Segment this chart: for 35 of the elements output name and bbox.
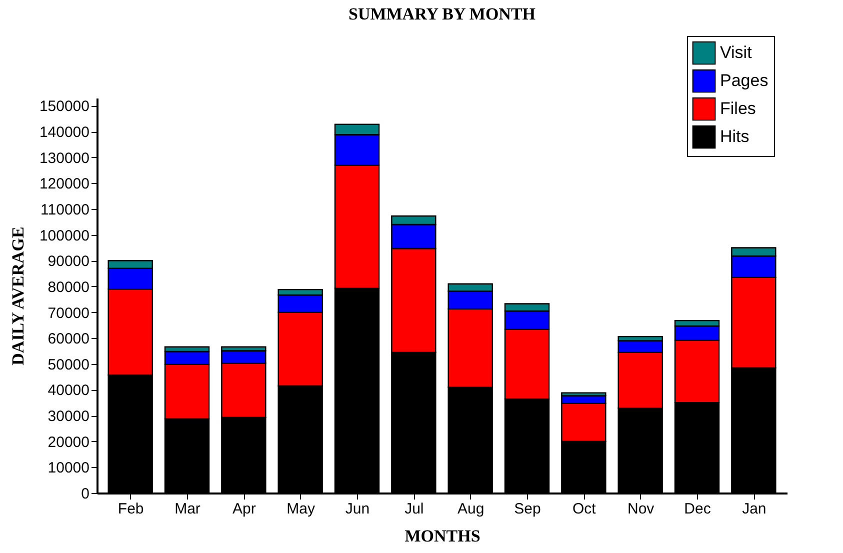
legend-label: Files [720, 99, 756, 118]
y-tick-label: 100000 [39, 227, 90, 244]
y-tick-label: 130000 [39, 150, 90, 167]
y-tick-label: 70000 [48, 304, 90, 322]
y-tick-label: 110000 [40, 202, 90, 219]
x-tick-label: Jan [742, 500, 766, 518]
legend-label: Pages [720, 71, 768, 90]
x-tick-label: Oct [572, 500, 597, 518]
y-tick-label: 20000 [48, 434, 90, 451]
y-tick-label: 120000 [39, 176, 90, 193]
x-tick-label: Dec [684, 500, 712, 518]
legend-label: Hits [720, 127, 750, 146]
y-tick-label: 90000 [48, 253, 90, 270]
x-tick-label: Aug [457, 500, 484, 518]
y-tick-label: 0 [81, 486, 90, 502]
y-axis-title: DAILY AVERAGE [8, 226, 28, 366]
x-tick-label: Sep [514, 500, 541, 518]
legend-label: Visit [720, 43, 752, 62]
x-axis-title: MONTHS [404, 526, 480, 546]
x-tick-label: Nov [627, 500, 655, 518]
chart-title: SUMMARY BY MONTH [348, 4, 536, 24]
x-tick-label: May [286, 500, 316, 518]
y-tick-label: 10000 [48, 460, 90, 477]
x-tick-label: Apr [232, 500, 256, 518]
x-tick-label: Mar [174, 500, 200, 518]
y-tick-label: 40000 [48, 382, 90, 400]
x-tick-label: Jul [404, 500, 424, 518]
y-tick-label: 50000 [48, 356, 90, 374]
y-tick-label: 150000 [39, 98, 90, 116]
y-tick-label: 80000 [48, 278, 90, 296]
y-tick-label: 140000 [39, 124, 90, 142]
y-tick-label: 60000 [48, 330, 90, 348]
y-tick-label: 30000 [48, 408, 90, 426]
x-tick-label: Feb [118, 500, 144, 518]
x-tick-label: Jun [345, 500, 370, 518]
